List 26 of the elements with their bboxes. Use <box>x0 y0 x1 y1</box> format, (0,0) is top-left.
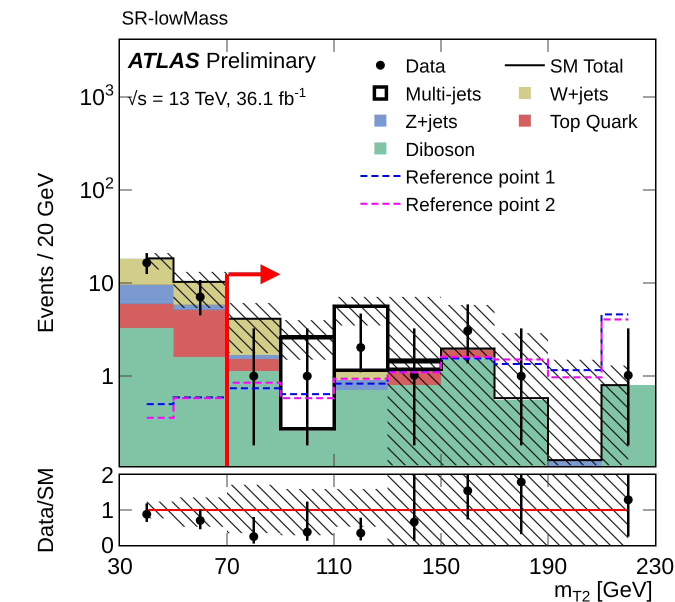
x-tick-label: 190 <box>528 553 568 580</box>
y-tick-label: 1 <box>101 363 114 390</box>
y-axis-title: Data/SM <box>33 467 58 553</box>
x-tick-label: 150 <box>422 553 460 580</box>
x-axis-title: m$_{T2}$ [GeV] <box>554 577 653 602</box>
y-tick-label: 10$^{2}$ <box>79 174 114 204</box>
y-tick-label: 1 <box>101 497 114 524</box>
y-tick-label: 10$^{3}$ <box>79 81 114 110</box>
x-tick-label: 110 <box>316 553 352 580</box>
legend-label: Top Quark <box>550 112 638 134</box>
legend-label: Z+jets <box>405 112 458 134</box>
legend-label: W+jets <box>550 84 608 106</box>
x-tick-label: 70 <box>214 553 240 580</box>
legend-label: Diboson <box>405 140 476 161</box>
legend-label: Data <box>405 56 446 78</box>
annotation: √s = 13 TeV, 36.1 fb$^{-1}$ <box>127 85 306 110</box>
x-tick-label: 230 <box>636 553 674 580</box>
y-tick-label: 2 <box>101 462 114 488</box>
annotation: ATLAS Preliminary <box>127 48 316 73</box>
legend-label: Reference point 1 <box>405 167 556 188</box>
y-tick-label: 10 <box>88 270 114 296</box>
legend-label: Multi-jets <box>405 84 482 106</box>
y-axis-title: Events / 20 GeV <box>33 172 58 333</box>
legend-label: Reference point 2 <box>405 195 556 216</box>
chart-title: SR-lowMass <box>122 8 228 30</box>
legend-label: SM Total <box>550 56 624 78</box>
